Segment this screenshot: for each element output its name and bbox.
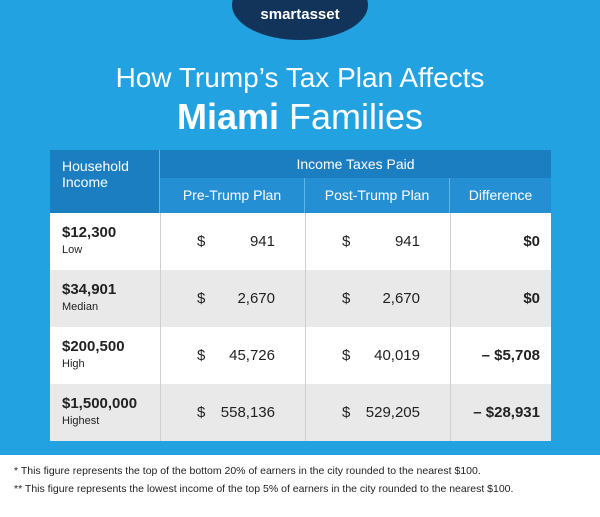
pre-amount: 2,670 bbox=[237, 290, 275, 307]
pre-amount: 45,726 bbox=[229, 347, 275, 364]
footnotes: * This figure represents the top of the … bbox=[0, 455, 600, 517]
cell-divider bbox=[160, 384, 161, 441]
table-row: $12,300 Low $941 $941 $0 bbox=[50, 213, 551, 270]
income: $34,901 bbox=[62, 281, 117, 298]
pre-symbol: $ bbox=[197, 404, 206, 421]
table-row: $34,901 Median $2,670 $2,670 $0 bbox=[50, 270, 551, 327]
pre-symbol: $ bbox=[197, 347, 206, 364]
level: Highest bbox=[62, 415, 100, 427]
post-amount: 529,205 bbox=[365, 404, 420, 421]
post-symbol: $ bbox=[342, 347, 351, 364]
income: $1,500,000 bbox=[62, 395, 138, 412]
footnote: ** This figure represents the lowest inc… bbox=[14, 483, 514, 495]
logo: smartasset bbox=[232, 0, 368, 40]
difference: $0 bbox=[523, 233, 540, 250]
cell-divider bbox=[450, 384, 451, 441]
cell-divider bbox=[450, 270, 451, 327]
post-symbol: $ bbox=[342, 233, 351, 250]
pre-amount: 941 bbox=[249, 233, 275, 250]
title-line2: Miami Families bbox=[0, 96, 600, 138]
cell-divider bbox=[305, 213, 306, 270]
cell-divider bbox=[305, 327, 306, 384]
header-group: Income Taxes Paid bbox=[160, 150, 551, 178]
footnote: * This figure represents the top of the … bbox=[14, 465, 481, 477]
difference: $0 bbox=[523, 290, 540, 307]
post-amount: 2,670 bbox=[382, 290, 420, 307]
difference: – $28,931 bbox=[473, 404, 540, 421]
cell-divider bbox=[305, 384, 306, 441]
title-rest: Families bbox=[289, 96, 424, 137]
cell-divider bbox=[160, 213, 161, 270]
difference: – $5,708 bbox=[481, 347, 540, 364]
level: High bbox=[62, 358, 85, 370]
header-post: Post-Trump Plan bbox=[305, 178, 450, 213]
title-line1: How Trump’s Tax Plan Affects bbox=[115, 62, 485, 93]
level: Low bbox=[62, 244, 83, 256]
post-amount: 941 bbox=[394, 233, 420, 250]
cell-divider bbox=[160, 270, 161, 327]
post-amount: 40,019 bbox=[374, 347, 420, 364]
logo-text: smartasset bbox=[260, 6, 340, 23]
post-symbol: $ bbox=[342, 404, 351, 421]
header-pre: Pre-Trump Plan bbox=[160, 178, 305, 213]
pre-symbol: $ bbox=[197, 233, 206, 250]
cell-divider bbox=[160, 327, 161, 384]
pre-amount: 558,136 bbox=[220, 404, 275, 421]
table-row: $1,500,000 Highest $558,136 $529,205 – $28,9… bbox=[50, 384, 551, 441]
header-income: Household Income bbox=[50, 150, 160, 213]
income: $12,300 bbox=[62, 224, 117, 241]
cell-divider bbox=[450, 213, 451, 270]
pre-symbol: $ bbox=[197, 290, 206, 307]
income: $200,500 bbox=[62, 338, 125, 355]
cell-divider bbox=[305, 270, 306, 327]
title-city: Miami bbox=[176, 96, 279, 137]
post-symbol: $ bbox=[342, 290, 351, 307]
header-diff: Difference bbox=[450, 178, 551, 213]
cell-divider bbox=[450, 327, 451, 384]
table-row: $200,500 High $45,726 $40,019 – $5,708 bbox=[50, 327, 551, 384]
level: Median bbox=[62, 301, 99, 313]
